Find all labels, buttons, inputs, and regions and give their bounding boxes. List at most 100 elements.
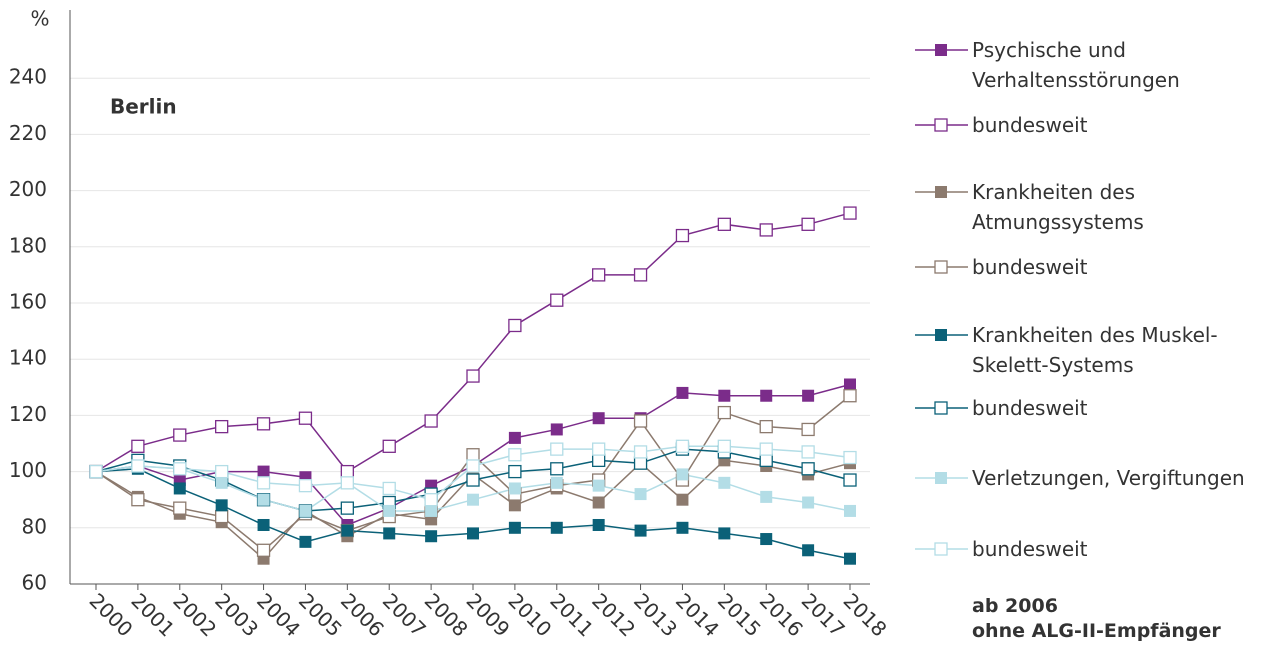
data-point xyxy=(717,405,731,420)
data-point xyxy=(298,411,313,425)
x-tick-label: 2005 xyxy=(294,588,347,641)
data-point xyxy=(676,493,689,506)
data-point xyxy=(718,527,731,540)
data-point xyxy=(592,479,605,492)
y-tick-label: 200 xyxy=(9,177,47,201)
data-point xyxy=(341,524,354,537)
legend-label: bundesweit xyxy=(972,113,1088,137)
data-point xyxy=(760,533,773,546)
data-point xyxy=(675,228,690,243)
legend-marker xyxy=(935,44,947,56)
data-point xyxy=(131,459,145,473)
data-point xyxy=(759,223,773,237)
data-point xyxy=(382,439,396,453)
legend-marker xyxy=(935,329,947,341)
data-point xyxy=(425,530,438,543)
data-point xyxy=(718,476,731,489)
x-tick-label: 2006 xyxy=(336,588,389,641)
x-tick-label: 2009 xyxy=(462,588,515,641)
data-point xyxy=(592,268,606,282)
y-tick-label: 140 xyxy=(9,346,47,370)
data-point xyxy=(299,535,312,548)
data-point xyxy=(802,389,815,402)
data-point xyxy=(759,453,773,468)
y-tick-label: 80 xyxy=(22,514,47,538)
data-point xyxy=(215,499,228,512)
x-tick-label: 2016 xyxy=(755,588,808,641)
data-point xyxy=(592,442,606,456)
footnote: ab 2006 xyxy=(972,595,1058,617)
data-point xyxy=(215,464,229,479)
x-tick-label: 2008 xyxy=(420,588,473,641)
x-tick-label: 2007 xyxy=(378,588,431,641)
y-tick-label: 180 xyxy=(9,233,47,257)
data-point xyxy=(508,482,521,495)
data-point xyxy=(676,386,689,399)
legend-label: bundesweit xyxy=(972,255,1088,279)
series-line xyxy=(95,212,851,473)
data-point xyxy=(802,544,815,557)
data-point xyxy=(801,445,815,459)
data-point xyxy=(592,496,605,509)
x-tick-label: 2000 xyxy=(85,588,138,641)
data-point xyxy=(173,462,187,476)
data-point xyxy=(717,217,731,231)
data-point xyxy=(383,504,396,517)
data-point xyxy=(592,453,606,468)
data-point xyxy=(467,527,479,540)
data-point xyxy=(801,422,815,437)
data-point xyxy=(759,442,773,456)
data-point xyxy=(759,419,773,434)
data-point xyxy=(466,473,480,487)
x-tick-label: 2002 xyxy=(168,588,221,641)
data-point xyxy=(466,448,480,462)
legend-marker xyxy=(935,186,947,198)
x-tick-label: 2004 xyxy=(252,588,305,641)
x-tick-label: 2001 xyxy=(126,588,179,641)
legend-label: Psychische und Verhaltensstörungen xyxy=(972,38,1180,92)
data-point xyxy=(760,490,773,503)
legend-marker xyxy=(934,118,948,132)
data-point xyxy=(508,448,522,462)
data-point xyxy=(508,431,521,444)
x-tick-label: 2015 xyxy=(713,588,766,641)
data-point xyxy=(173,482,186,495)
data-point xyxy=(550,293,564,307)
data-point xyxy=(633,268,648,282)
data-point xyxy=(89,464,103,479)
data-point xyxy=(550,521,563,534)
data-point xyxy=(550,462,564,476)
data-point xyxy=(676,468,689,481)
legend-label: bundesweit xyxy=(972,537,1088,561)
data-point xyxy=(215,476,228,489)
y-tick-label: 160 xyxy=(9,290,47,314)
data-point xyxy=(340,476,354,490)
data-point xyxy=(676,521,689,534)
x-tick-label: 2012 xyxy=(587,588,640,641)
data-point xyxy=(131,493,145,507)
x-tick-label: 2010 xyxy=(503,588,556,641)
y-tick-label: 100 xyxy=(9,458,47,482)
legend-label: Krankheiten des Atmungssystems xyxy=(972,180,1144,234)
data-point xyxy=(383,527,396,540)
data-point xyxy=(843,473,857,487)
data-point xyxy=(844,504,856,517)
data-point xyxy=(382,481,396,496)
y-tick-label: 240 xyxy=(9,65,47,89)
data-point xyxy=(801,462,815,476)
data-point xyxy=(131,439,145,453)
data-point xyxy=(843,206,857,220)
data-point xyxy=(425,504,438,517)
data-point xyxy=(550,442,564,456)
data-point xyxy=(760,389,773,402)
data-point xyxy=(801,217,815,231)
data-point xyxy=(633,456,648,470)
y-tick-label: 60 xyxy=(22,571,47,595)
footnote: ohne ALG-II-Empfänger xyxy=(972,620,1221,642)
y-tick-label: 120 xyxy=(9,402,47,426)
legend-marker xyxy=(934,260,948,274)
x-tick-label: 2014 xyxy=(671,588,724,641)
legend-label: bundesweit xyxy=(972,396,1088,420)
